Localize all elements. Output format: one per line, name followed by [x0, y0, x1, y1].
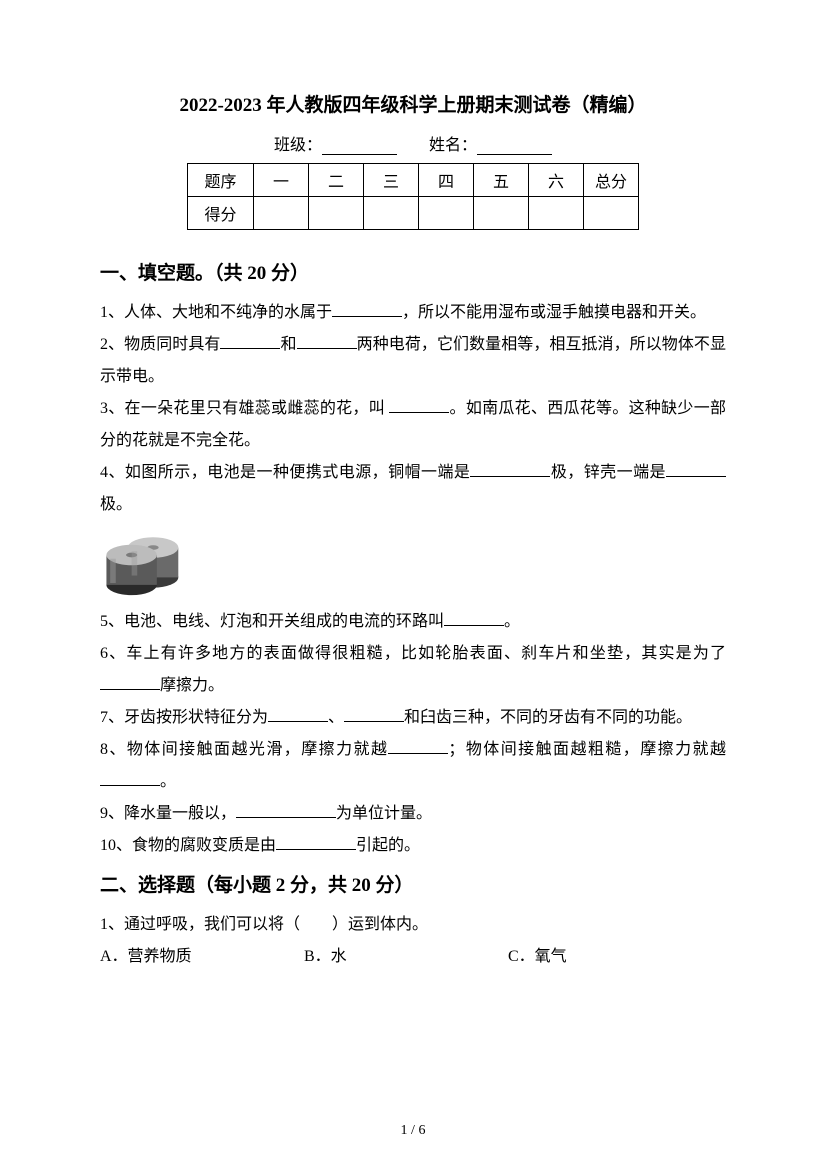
- class-name-row: 班级： 姓名：: [100, 131, 726, 155]
- q7-text-c: 和臼齿三种，不同的牙齿有不同的功能。: [404, 709, 692, 726]
- cell-row2-label: 得分: [188, 197, 254, 230]
- section2-heading: 二、选择题（每小题 2 分，共 20 分）: [100, 870, 726, 897]
- cell: 总分: [584, 164, 639, 197]
- blank[interactable]: [100, 674, 160, 690]
- cell: 五: [474, 164, 529, 197]
- q6-text-b: 摩擦力。: [160, 677, 224, 694]
- q9: 9、降水量一般以， 为单位计量。: [100, 798, 726, 830]
- page-sep: /: [408, 1123, 419, 1138]
- cell: 二: [309, 164, 364, 197]
- blank[interactable]: [276, 834, 356, 850]
- q6: 6、车上有许多地方的表面做得很粗糙，比如轮胎表面、刹车片和坐垫，其实是为了摩擦力…: [100, 638, 726, 702]
- q5-text-b: 。: [504, 613, 520, 630]
- q10: 10、食物的腐败变质是由 引起的。: [100, 830, 726, 862]
- cell[interactable]: [419, 197, 474, 230]
- q8-text-a: 8、物体间接触面越光滑，摩擦力就越: [100, 741, 388, 758]
- blank[interactable]: [297, 333, 357, 349]
- cell[interactable]: [309, 197, 364, 230]
- table-row: 得分: [188, 197, 639, 230]
- name-blank[interactable]: [477, 137, 552, 155]
- q8-text-b: ；物体间接触面越粗糙，摩擦力就越: [448, 741, 726, 758]
- blank[interactable]: [268, 706, 328, 722]
- q7: 7、牙齿按形状特征分为 、 和臼齿三种，不同的牙齿有不同的功能。: [100, 702, 726, 734]
- blank[interactable]: [100, 770, 160, 786]
- q7-text-b: 、: [328, 709, 344, 726]
- cell-row1-label: 题序: [188, 164, 254, 197]
- q2-text-a: 2、物质同时具有: [100, 336, 220, 353]
- page-current: 1: [401, 1123, 408, 1138]
- blank[interactable]: [470, 461, 550, 477]
- q4-text-b: 极，锌壳一端是: [550, 464, 666, 481]
- option-a[interactable]: A．营养物质: [100, 941, 300, 973]
- q5: 5、电池、电线、灯泡和开关组成的电流的环路叫 。: [100, 606, 726, 638]
- section1-heading: 一、填空题。（共 20 分）: [100, 258, 726, 285]
- q1: 1、人体、大地和不纯净的水属于 ，所以不能用湿布或湿手触摸电器和开关。: [100, 297, 726, 329]
- page-footer: 1 / 6: [0, 1123, 826, 1139]
- q2: 2、物质同时具有和两种电荷，它们数量相等，相互抵消，所以物体不显示带电。: [100, 329, 726, 393]
- cell[interactable]: [529, 197, 584, 230]
- cell: 四: [419, 164, 474, 197]
- battery-icon: [100, 527, 195, 597]
- q8: 8、物体间接触面越光滑，摩擦力就越 ；物体间接触面越粗糙，摩擦力就越。: [100, 734, 726, 798]
- s2-q1: 1、通过呼吸，我们可以将（ ）运到体内。: [100, 909, 726, 941]
- q4-text-c: 极。: [100, 496, 132, 513]
- blank[interactable]: [344, 706, 404, 722]
- q10-text-a: 10、食物的腐败变质是由: [100, 837, 276, 854]
- q4-text-a: 4、如图所示，电池是一种便携式电源，铜帽一端是: [100, 464, 470, 481]
- cell: 三: [364, 164, 419, 197]
- page-total: 6: [418, 1123, 425, 1138]
- q5-text-a: 5、电池、电线、灯泡和开关组成的电流的环路叫: [100, 613, 444, 630]
- name-label: 姓名：: [429, 137, 477, 154]
- cell[interactable]: [584, 197, 639, 230]
- q4: 4、如图所示，电池是一种便携式电源，铜帽一端是 极，锌壳一端是极。: [100, 457, 726, 521]
- cell: 六: [529, 164, 584, 197]
- table-row: 题序 一 二 三 四 五 六 总分: [188, 164, 639, 197]
- class-label: 班级：: [274, 137, 322, 154]
- q3: 3、在一朵花里只有雄蕊或雌蕊的花，叫 。如南瓜花、西瓜花等。这种缺少一部分的花就…: [100, 393, 726, 457]
- q1-text-b: ，所以不能用湿布或湿手触摸电器和开关。: [402, 304, 706, 321]
- q9-text-b: 为单位计量。: [336, 805, 432, 822]
- blank[interactable]: [389, 397, 449, 413]
- blank[interactable]: [444, 610, 504, 626]
- cell: 一: [254, 164, 309, 197]
- blank[interactable]: [388, 738, 448, 754]
- q7-text-a: 7、牙齿按形状特征分为: [100, 709, 268, 726]
- q3-text-a: 3、在一朵花里只有雄蕊或雌蕊的花，叫: [100, 400, 389, 417]
- option-b[interactable]: B．水: [304, 941, 504, 973]
- blank[interactable]: [236, 802, 336, 818]
- q9-text-a: 9、降水量一般以，: [100, 805, 236, 822]
- q1-text-a: 1、人体、大地和不纯净的水属于: [100, 304, 332, 321]
- blank[interactable]: [220, 333, 280, 349]
- battery-image: [100, 527, 726, 602]
- q8-text-c: 。: [160, 773, 176, 790]
- s2-q1-options: A．营养物质 B．水 C．氧气: [100, 941, 726, 973]
- cell[interactable]: [254, 197, 309, 230]
- q6-text-a: 6、车上有许多地方的表面做得很粗糙，比如轮胎表面、刹车片和坐垫，其实是为了: [100, 645, 726, 662]
- cell[interactable]: [364, 197, 419, 230]
- class-blank[interactable]: [322, 137, 397, 155]
- option-c[interactable]: C．氧气: [508, 941, 668, 973]
- q2-text-b: 和: [280, 336, 296, 353]
- doc-title: 2022-2023 年人教版四年级科学上册期末测试卷（精编）: [100, 90, 726, 117]
- cell[interactable]: [474, 197, 529, 230]
- blank[interactable]: [332, 301, 402, 317]
- q10-text-b: 引起的。: [356, 837, 420, 854]
- blank[interactable]: [666, 461, 726, 477]
- score-table: 题序 一 二 三 四 五 六 总分 得分: [187, 163, 639, 230]
